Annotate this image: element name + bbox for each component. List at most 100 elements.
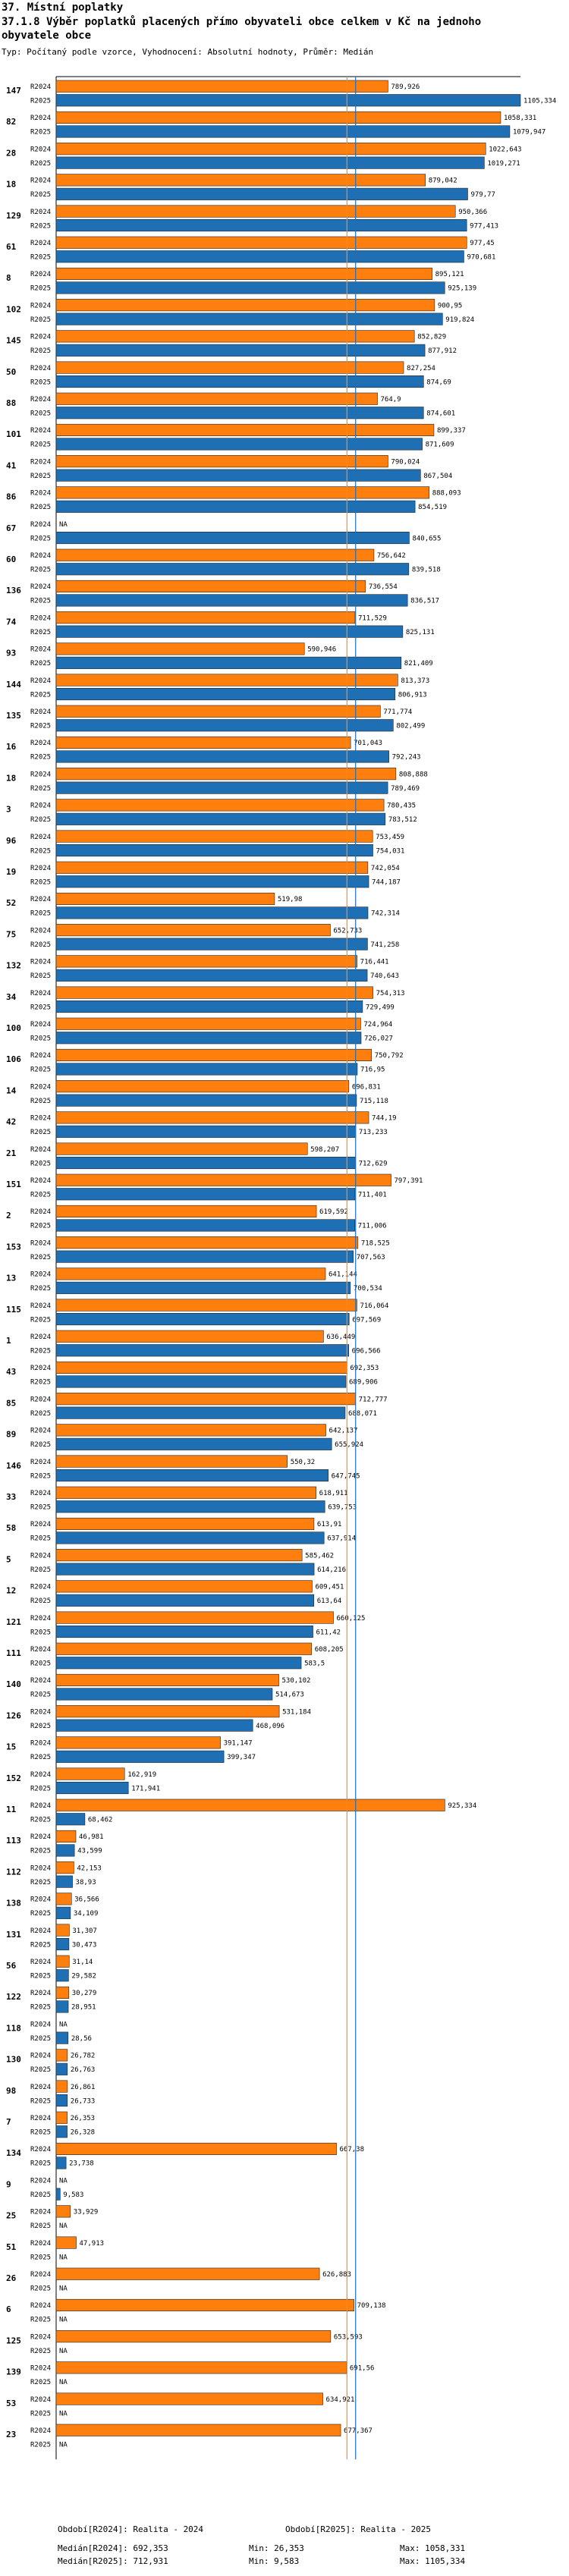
value-label-r2025: 741,258 <box>370 941 399 949</box>
series-label-r2024: R2024 <box>30 1302 51 1310</box>
value-label-r2024: 742,054 <box>371 865 400 872</box>
page-title: 37.1.8 Výběr poplatků placených přímo ob… <box>2 16 482 42</box>
bar-r2025 <box>55 1001 363 1013</box>
bar-r2024 <box>55 111 501 124</box>
series-label-r2024: R2024 <box>30 1927 51 1935</box>
series-label-r2024: R2024 <box>30 2209 51 2216</box>
category-label: 16 <box>6 742 17 752</box>
series-label-r2025: R2025 <box>30 316 51 324</box>
series-label-r2025: R2025 <box>30 754 51 762</box>
min-2025: Min: 9,583 <box>249 2556 300 2566</box>
value-label-r2025: 171,941 <box>131 1785 160 1792</box>
bar-r2025 <box>55 125 511 138</box>
series-label-r2024: R2024 <box>30 83 51 91</box>
series-label-r2024: R2024 <box>30 427 51 435</box>
series-label-r2024: R2024 <box>30 146 51 153</box>
category-label: 96 <box>6 836 17 846</box>
value-label-r2025: 711,401 <box>358 1192 387 1199</box>
series-label-r2025: R2025 <box>30 2348 51 2355</box>
value-label-r2025: 30,473 <box>72 1941 97 1949</box>
series-label-r2025: R2025 <box>30 1254 51 1261</box>
value-label-r2025: 639,753 <box>328 1504 357 1512</box>
series-label-r2024: R2024 <box>30 1646 51 1654</box>
category-label: 15 <box>6 1742 16 1752</box>
series-label-r2025: R2025 <box>30 879 51 887</box>
series-label-r2025: R2025 <box>30 1098 51 1105</box>
bar-r2024 <box>55 705 381 718</box>
series-label-r2025: R2025 <box>30 98 51 105</box>
value-label-r2025: NA <box>59 2285 68 2293</box>
series-label-r2024: R2024 <box>30 2396 51 2404</box>
bar-r2025 <box>55 812 386 825</box>
category-label: 121 <box>6 1617 21 1627</box>
value-label-r2024: 716,441 <box>360 959 389 966</box>
value-label-r2024: 754,313 <box>376 990 405 997</box>
value-label-r2025: 1105,334 <box>523 98 556 105</box>
series-label-r2025: R2025 <box>30 2379 51 2386</box>
value-label-r2024: 618,911 <box>319 1490 348 1497</box>
series-label-r2025: R2025 <box>30 2035 51 2043</box>
series-label-r2025: R2025 <box>30 2442 51 2449</box>
category-label: 18 <box>6 180 16 190</box>
category-label: 5 <box>6 1554 11 1564</box>
bar-r2024 <box>55 330 415 343</box>
value-label-r2024: 26,353 <box>71 2115 96 2122</box>
series-label-r2025: R2025 <box>30 1348 51 1356</box>
value-label-r2024: 598,207 <box>310 1146 339 1154</box>
category-label: 126 <box>6 1711 21 1720</box>
bar-r2024 <box>55 1580 313 1593</box>
category-label: 153 <box>6 1242 21 1252</box>
category-label: 147 <box>6 86 21 96</box>
bar-r2025 <box>55 94 521 107</box>
value-label-r2024: 888,093 <box>432 490 461 498</box>
series-label-r2025: R2025 <box>30 1535 51 1543</box>
value-label-r2025: 715,118 <box>360 1098 388 1105</box>
bar-r2024 <box>55 736 351 749</box>
bar-r2024 <box>55 1455 288 1468</box>
value-label-r2025: 611,42 <box>316 1629 341 1636</box>
series-label-r2025: R2025 <box>30 2285 51 2293</box>
bar-r2025 <box>55 531 410 545</box>
series-label-r2024: R2024 <box>30 1365 51 1372</box>
bar-r2024 <box>55 2392 323 2405</box>
bar-r2025 <box>55 2188 61 2201</box>
series-label-r2025: R2025 <box>30 2004 51 2012</box>
category-label: 6 <box>6 2304 11 2314</box>
bar-r2025 <box>55 781 388 794</box>
value-label-r2024: 852,829 <box>417 334 446 341</box>
value-label-r2025: 514,673 <box>275 1692 304 1699</box>
series-label-r2024: R2024 <box>30 2333 51 2341</box>
category-label: 50 <box>6 367 16 377</box>
bar-r2025 <box>55 1906 71 1919</box>
value-label-r2025: 711,006 <box>358 1223 387 1230</box>
value-label-r2024: 753,459 <box>376 834 404 841</box>
series-label-r2024: R2024 <box>30 1833 51 1841</box>
bar-r2024 <box>55 1767 125 1780</box>
value-label-r2025: NA <box>59 2442 68 2449</box>
series-label-r2024: R2024 <box>30 240 51 247</box>
bar-r2025 <box>55 906 369 919</box>
value-label-r2025: 792,243 <box>392 754 421 762</box>
value-label-r2024: 879,042 <box>429 177 457 185</box>
bar-r2025 <box>55 875 369 888</box>
value-label-r2025: 697,569 <box>352 1316 381 1324</box>
series-label-r2024: R2024 <box>30 2084 51 2091</box>
series-label-r2025: R2025 <box>30 2191 51 2199</box>
series-label-r2025: R2025 <box>30 2066 51 2074</box>
bar-r2025 <box>55 969 368 982</box>
category-label: 28 <box>6 148 16 158</box>
category-label: 21 <box>6 1148 17 1158</box>
value-label-r2024: 652,733 <box>333 927 362 935</box>
bar-r2025 <box>55 1469 329 1482</box>
value-label-r2025: 68,462 <box>88 1817 113 1824</box>
series-label-r2024: R2024 <box>30 2115 51 2122</box>
bar-r2024 <box>55 2298 354 2311</box>
series-label-r2025: R2025 <box>30 222 51 230</box>
series-label-r2024: R2024 <box>30 1896 51 1904</box>
bar-r2024 <box>55 1611 334 1624</box>
category-label: 11 <box>6 1805 17 1814</box>
series-label-r2024: R2024 <box>30 1334 51 1341</box>
bar-r2024 <box>55 361 404 374</box>
bar-r2024 <box>55 1642 313 1655</box>
